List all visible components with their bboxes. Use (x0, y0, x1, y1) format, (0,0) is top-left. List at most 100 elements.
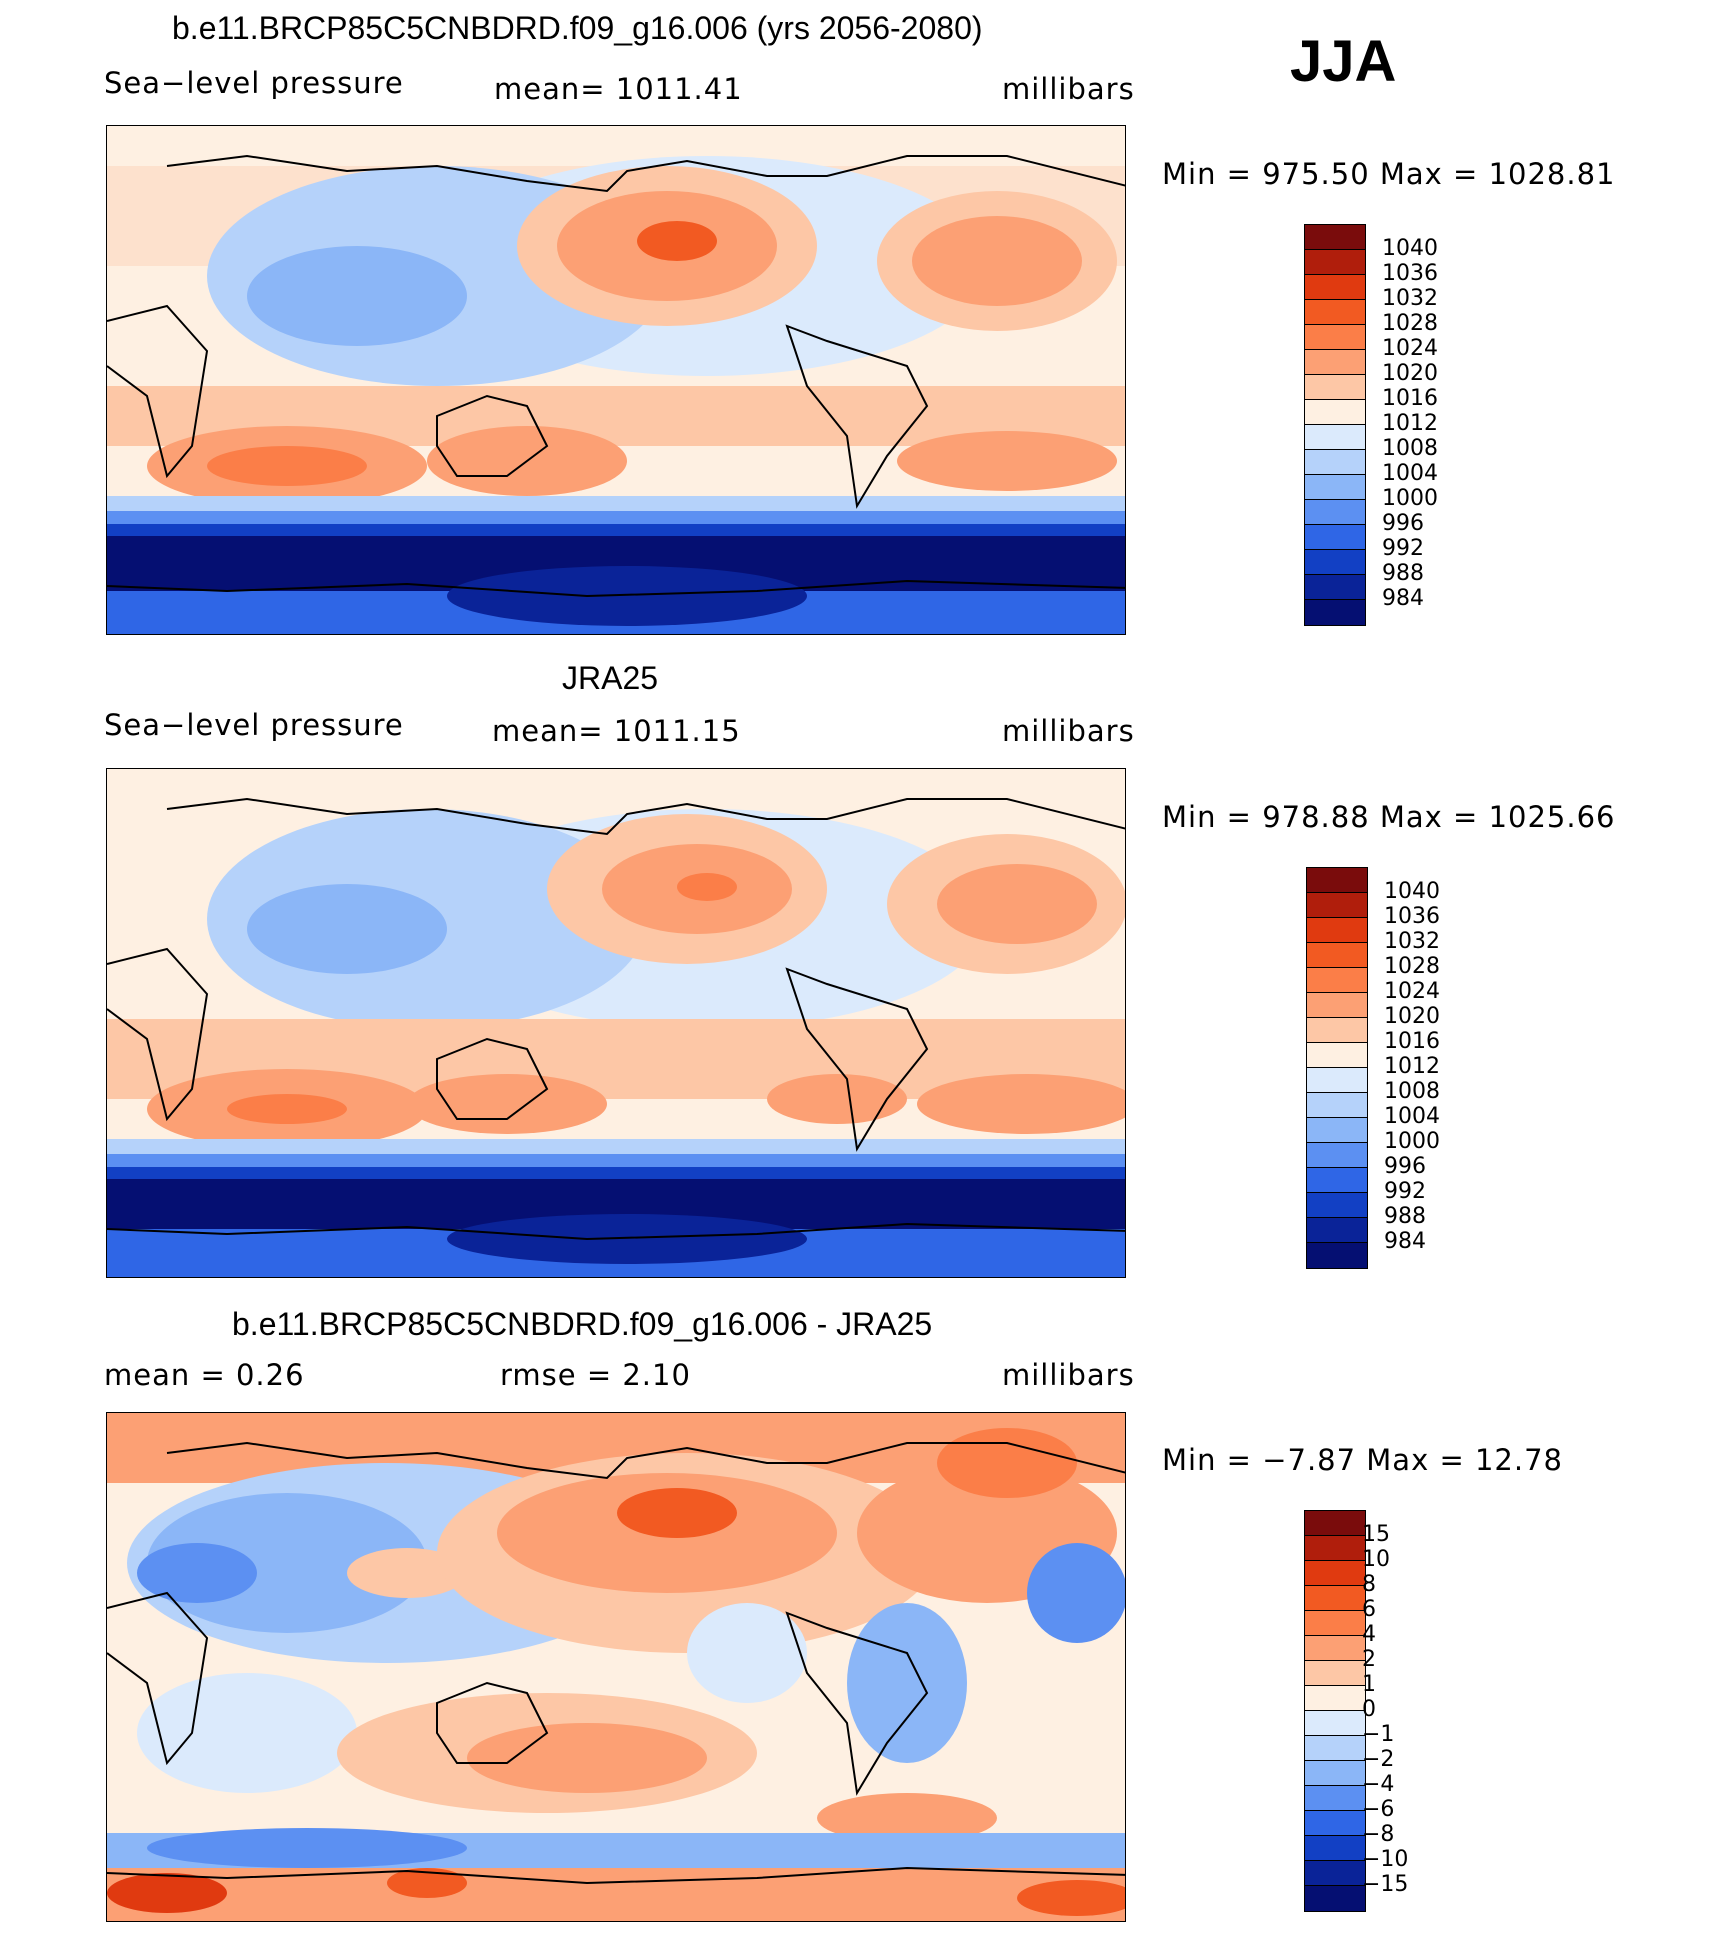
panel-3-minmax: Min = −7.87 Max = 12.78 (1162, 1443, 1563, 1477)
colorbar-swatch (1307, 1043, 1367, 1068)
colorbar-tick-label: 1040 (1382, 236, 1438, 261)
colorbar-tick-label: −2 (1362, 1747, 1395, 1772)
colorbar-tick-label: 1004 (1384, 1104, 1440, 1129)
colorbar-swatch (1307, 943, 1367, 968)
panel-1-colorbar (1304, 224, 1366, 626)
colorbar-tick-label: 2 (1362, 1647, 1376, 1672)
colorbar-swatch (1307, 1193, 1367, 1218)
colorbar-swatch (1305, 400, 1365, 425)
colorbar-swatch (1307, 868, 1367, 893)
colorbar-swatch (1307, 993, 1367, 1018)
colorbar-swatch (1305, 1686, 1365, 1711)
colorbar-tick-label: 984 (1382, 586, 1424, 611)
panel-2-variable: Sea−level pressure (104, 708, 404, 742)
colorbar-tick-label: 996 (1384, 1154, 1426, 1179)
colorbar-tick-label: 1016 (1384, 1029, 1440, 1054)
colorbar-tick-label: 1000 (1384, 1129, 1440, 1154)
colorbar-tick-label: 1024 (1384, 979, 1440, 1004)
panel-3-map (106, 1412, 1126, 1922)
colorbar-swatch (1305, 1711, 1365, 1736)
colorbar-swatch (1305, 350, 1365, 375)
panel-2-units: millibars (1002, 714, 1135, 748)
colorbar-tick-label: 1028 (1384, 954, 1440, 979)
colorbar-swatch (1305, 375, 1365, 400)
colorbar-swatch (1305, 525, 1365, 550)
colorbar-tick-label: 6 (1362, 1597, 1376, 1622)
panel-2-minmax: Min = 978.88 Max = 1025.66 (1162, 800, 1616, 834)
panel-1-title: b.e11.BRCP85C5CNBDRD.f09_g16.006 (yrs 20… (172, 10, 983, 46)
panel-3-mean: mean = 0.26 (104, 1358, 305, 1392)
panel-2-colorbar (1306, 867, 1368, 1269)
panel-1-minmax: Min = 975.50 Max = 1028.81 (1162, 157, 1616, 191)
colorbar-tick-label: −4 (1362, 1772, 1395, 1797)
colorbar-tick-label: 1008 (1382, 436, 1438, 461)
colorbar-tick-label: 1036 (1382, 261, 1438, 286)
colorbar-swatch (1305, 500, 1365, 525)
colorbar-swatch (1305, 1836, 1365, 1861)
colorbar-tick-label: −15 (1362, 1872, 1409, 1897)
colorbar-tick-label: 988 (1384, 1204, 1426, 1229)
panel-3-units: millibars (1002, 1358, 1135, 1392)
colorbar-tick-label: 992 (1384, 1179, 1426, 1204)
colorbar-swatch (1305, 1561, 1365, 1586)
colorbar-swatch (1305, 1511, 1365, 1536)
colorbar-tick-label: 988 (1382, 561, 1424, 586)
colorbar-tick-label: −10 (1362, 1847, 1409, 1872)
colorbar-tick-label: 1040 (1384, 879, 1440, 904)
colorbar-swatch (1305, 600, 1365, 625)
colorbar-swatch (1305, 1661, 1365, 1686)
colorbar-swatch (1305, 550, 1365, 575)
colorbar-tick-label: 4 (1362, 1622, 1376, 1647)
colorbar-swatch (1305, 1611, 1365, 1636)
colorbar-swatch (1305, 275, 1365, 300)
colorbar-swatch (1307, 1168, 1367, 1193)
colorbar-tick-label: 1004 (1382, 461, 1438, 486)
colorbar-tick-label: −1 (1362, 1722, 1395, 1747)
panel-1-map (106, 125, 1126, 635)
colorbar-swatch (1305, 1761, 1365, 1786)
colorbar-swatch (1305, 1736, 1365, 1761)
colorbar-tick-label: 8 (1362, 1572, 1376, 1597)
colorbar-swatch (1307, 1018, 1367, 1043)
colorbar-tick-label: 1032 (1384, 929, 1440, 954)
panel-1-mean: mean= 1011.41 (494, 72, 743, 106)
colorbar-swatch (1307, 1143, 1367, 1168)
colorbar-swatch (1305, 1536, 1365, 1561)
panel-1-units: millibars (1002, 72, 1135, 106)
panel-2-map (106, 768, 1126, 1278)
colorbar-tick-label: 1032 (1382, 286, 1438, 311)
colorbar-swatch (1305, 300, 1365, 325)
panel-3-rmse: rmse = 2.10 (500, 1358, 691, 1392)
colorbar-tick-label: 15 (1362, 1522, 1390, 1547)
colorbar-tick-label: 1036 (1384, 904, 1440, 929)
colorbar-tick-label: 996 (1382, 511, 1424, 536)
colorbar-tick-label: 1012 (1384, 1054, 1440, 1079)
colorbar-tick-label: −8 (1362, 1822, 1395, 1847)
colorbar-swatch (1307, 1068, 1367, 1093)
colorbar-tick-label: −6 (1362, 1797, 1395, 1822)
colorbar-swatch (1307, 893, 1367, 918)
colorbar-swatch (1307, 1218, 1367, 1243)
colorbar-swatch (1305, 1811, 1365, 1836)
colorbar-swatch (1305, 250, 1365, 275)
colorbar-swatch (1305, 1886, 1365, 1911)
colorbar-tick-label: 1028 (1382, 311, 1438, 336)
colorbar-swatch (1305, 1861, 1365, 1886)
colorbar-tick-label: 984 (1384, 1229, 1426, 1254)
colorbar-swatch (1305, 325, 1365, 350)
colorbar-tick-label: 992 (1382, 536, 1424, 561)
colorbar-swatch (1305, 575, 1365, 600)
panel-3-title: b.e11.BRCP85C5CNBDRD.f09_g16.006 - JRA25 (232, 1306, 933, 1342)
colorbar-swatch (1305, 475, 1365, 500)
colorbar-swatch (1305, 425, 1365, 450)
panel-2-title: JRA25 (562, 660, 659, 696)
colorbar-swatch (1307, 918, 1367, 943)
colorbar-swatch (1305, 225, 1365, 250)
colorbar-tick-label: 1020 (1382, 361, 1438, 386)
colorbar-tick-label: 1012 (1382, 411, 1438, 436)
panel-3-colorbar (1304, 1510, 1366, 1912)
colorbar-swatch (1305, 1786, 1365, 1811)
colorbar-tick-label: 1024 (1382, 336, 1438, 361)
colorbar-swatch (1305, 1636, 1365, 1661)
colorbar-tick-label: 1016 (1382, 386, 1438, 411)
